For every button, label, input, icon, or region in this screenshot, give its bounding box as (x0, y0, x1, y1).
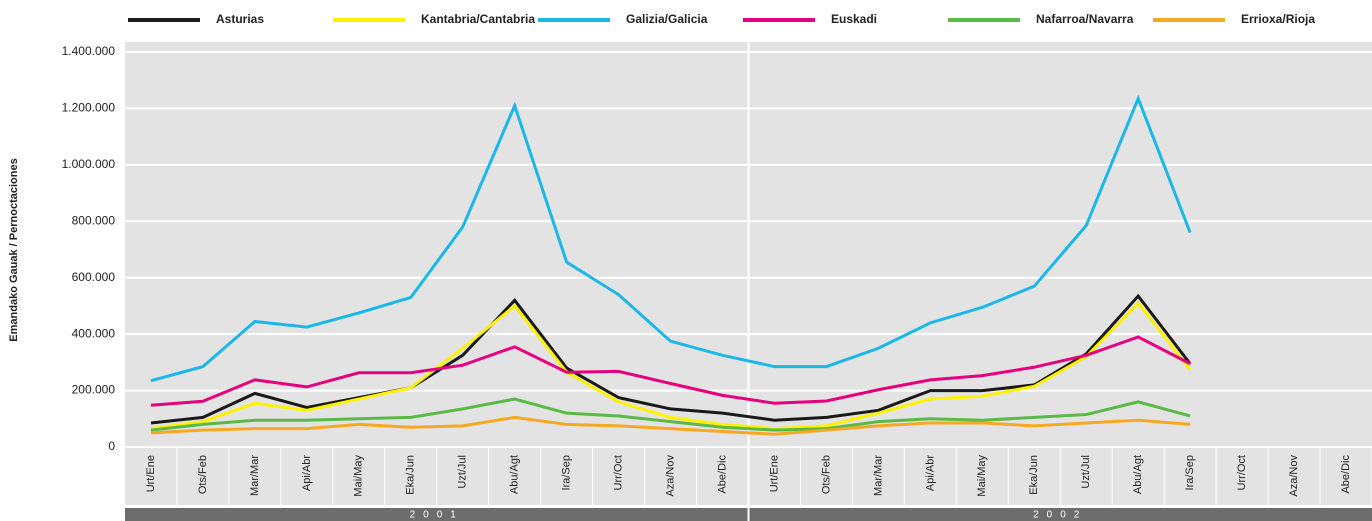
legend-label: Nafarroa/Navarra (1036, 12, 1134, 26)
year-bar (125, 508, 748, 521)
y-tick-label: 800.000 (72, 213, 116, 227)
x-tick-label: Aza/Nov (1288, 455, 1300, 497)
legend-label: Euskadi (831, 12, 877, 26)
x-tick-label: Uzt/Jul (1080, 455, 1092, 489)
y-axis-title: Emandako Gauak / Pernoctaciones (8, 158, 20, 341)
x-tick-label: Mai/May (353, 455, 365, 497)
series-line (150, 415, 1191, 436)
x-tick-label: Urr/Oct (1236, 455, 1248, 490)
x-tick-label: Urt/Ene (145, 455, 157, 492)
y-tick-label: 1.400.000 (62, 44, 116, 58)
y-tick-label: 600.000 (72, 270, 116, 284)
legend-label: Asturias (216, 12, 264, 26)
series-line (150, 300, 1192, 431)
y-tick-label: 1.000.000 (62, 157, 116, 171)
x-tick-label: Ira/Sep (561, 455, 573, 490)
legend-label: Galizia/Galicia (626, 12, 708, 26)
y-tick-label: 0 (108, 439, 115, 453)
legend-label: Errioxa/Rioja (1241, 12, 1315, 26)
series-line (150, 397, 1191, 432)
x-tick-label: Mar/Mar (249, 455, 261, 496)
legend-label: Kantabria/Cantabria (421, 12, 535, 26)
x-tick-label: Api/Abr (924, 455, 936, 491)
x-tick-label: Abu/Agt (509, 455, 521, 494)
x-tick-label: Eka/Jun (405, 455, 417, 495)
series-line (150, 335, 1191, 407)
y-tick-label: 1.200.000 (62, 101, 116, 115)
x-tick-label: Abe/Dic (1340, 455, 1352, 494)
year-label: 2001 (410, 510, 464, 521)
x-tick-label: Urr/Oct (613, 455, 625, 490)
x-tick-label: Aza/Nov (664, 455, 676, 497)
x-tick-label: Mar/Mar (872, 455, 884, 496)
x-tick-label: Urt/Ene (768, 455, 780, 492)
x-tick-label: Mai/May (976, 455, 988, 497)
x-tick-label: Uzt/Jul (457, 455, 469, 489)
year-bar (749, 508, 1372, 521)
series-line (150, 293, 1192, 425)
series-line (150, 94, 1192, 383)
x-tick-label: Abe/Dic (716, 455, 728, 494)
x-tick-label: Api/Abr (301, 455, 313, 491)
x-tick-label: Ots/Feb (197, 455, 209, 494)
x-tick-label: Ira/Sep (1184, 455, 1196, 490)
year-label: 2002 (1033, 510, 1087, 521)
x-tick-label: Eka/Jun (1028, 455, 1040, 495)
x-tick-label: Abu/Agt (1132, 455, 1144, 494)
x-tick-label: Ots/Feb (820, 455, 832, 494)
y-tick-label: 400.000 (72, 326, 116, 340)
y-tick-label: 200.000 (72, 383, 116, 397)
